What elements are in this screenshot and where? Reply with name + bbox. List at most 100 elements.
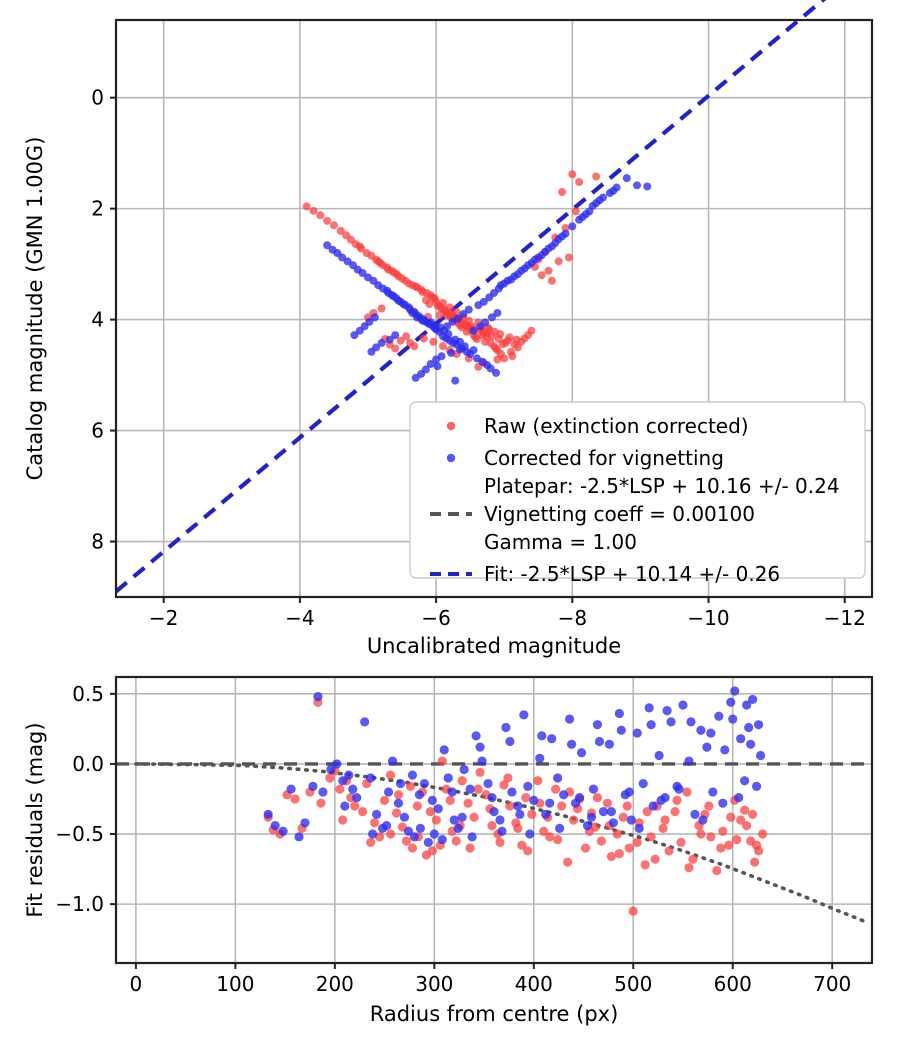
data-point <box>499 780 509 790</box>
data-point <box>730 686 740 696</box>
data-point <box>752 781 762 791</box>
data-point <box>530 255 539 264</box>
data-point <box>355 242 364 251</box>
data-point <box>360 717 370 727</box>
data-point <box>365 317 374 326</box>
data-point <box>662 706 672 716</box>
data-point <box>475 767 485 777</box>
data-point <box>559 790 569 800</box>
data-point <box>425 806 435 817</box>
data-point <box>501 338 510 347</box>
data-point <box>344 770 354 780</box>
data-point <box>626 815 636 825</box>
data-point <box>752 840 762 850</box>
data-point <box>510 272 519 281</box>
top-xticklabel-5: −12 <box>824 606 866 630</box>
data-point <box>302 202 311 211</box>
data-point <box>507 787 517 797</box>
top-xaxis-label: Uncalibrated magnitude <box>367 634 621 658</box>
data-point <box>385 335 394 344</box>
data-point <box>401 836 412 846</box>
data-point <box>481 318 490 327</box>
data-point <box>497 826 507 836</box>
data-point <box>594 736 605 747</box>
data-point <box>368 829 378 839</box>
data-point <box>642 806 652 817</box>
data-point <box>469 346 478 355</box>
data-point <box>614 708 624 719</box>
top-panel: −2 −4 −6 −8 −10 −12 0 2 4 6 8 Uncalibrated magnitud… <box>23 0 874 658</box>
bottom-yticklabel-0: 0.5 <box>72 682 104 706</box>
data-point <box>342 231 351 240</box>
data-point <box>372 809 382 819</box>
data-point <box>459 310 468 319</box>
top-yaxis-label: Catalog magnitude (GMN 1.00G) <box>23 137 47 481</box>
data-point <box>367 347 376 356</box>
data-point <box>332 759 342 769</box>
data-point <box>746 739 756 749</box>
data-point <box>411 373 420 382</box>
data-point <box>355 326 364 335</box>
legend-label-0: Raw (extinction corrected) <box>484 414 749 438</box>
bottom-vignetting-curve <box>134 762 869 925</box>
top-yticklabel-3: 6 <box>91 419 104 443</box>
data-point <box>660 815 670 825</box>
data-point <box>588 784 599 794</box>
data-point <box>508 352 517 361</box>
data-point <box>650 854 660 864</box>
data-point <box>477 756 487 766</box>
data-point <box>544 244 553 253</box>
data-point <box>648 801 658 811</box>
data-point <box>463 322 472 331</box>
data-point <box>432 355 441 364</box>
data-point <box>748 809 758 819</box>
data-point <box>433 362 442 371</box>
data-point <box>377 338 386 347</box>
data-point <box>374 257 383 266</box>
data-point <box>574 792 585 803</box>
data-point <box>366 773 376 783</box>
data-point <box>575 178 584 186</box>
data-point <box>656 795 666 805</box>
data-point <box>443 322 452 331</box>
data-point <box>698 815 708 825</box>
data-point <box>391 344 400 353</box>
data-point <box>616 725 626 735</box>
data-point <box>544 266 553 275</box>
data-point <box>451 376 460 385</box>
legend-background <box>409 401 866 579</box>
data-point <box>503 276 512 285</box>
data-point <box>563 857 573 867</box>
data-point <box>447 348 456 357</box>
data-point <box>724 840 734 850</box>
data-point <box>419 334 428 343</box>
data-point <box>485 293 494 302</box>
data-point <box>329 221 338 230</box>
data-point <box>557 801 567 811</box>
data-point <box>487 792 497 803</box>
data-point <box>696 725 706 735</box>
data-point <box>350 331 359 340</box>
data-point <box>383 263 392 272</box>
data-point <box>517 266 526 275</box>
top-xticklabel-1: −4 <box>285 606 314 630</box>
data-point <box>634 823 644 834</box>
data-point <box>503 773 513 783</box>
data-point <box>696 829 706 839</box>
data-point <box>393 790 404 800</box>
data-point <box>716 843 726 853</box>
legend-label-2: Platepar: -2.5*LSP + 10.16 +/- 0.24 <box>484 474 840 498</box>
data-point <box>545 798 555 808</box>
data-point <box>632 837 642 848</box>
data-point <box>475 742 485 752</box>
data-point <box>618 812 628 822</box>
data-point <box>614 849 624 859</box>
data-point <box>523 781 533 791</box>
data-point <box>513 823 523 834</box>
bottom-plot-background <box>116 677 872 963</box>
data-point <box>483 778 493 789</box>
data-point <box>558 232 567 241</box>
data-point <box>410 342 419 351</box>
data-point <box>624 843 634 853</box>
data-point <box>309 206 318 215</box>
